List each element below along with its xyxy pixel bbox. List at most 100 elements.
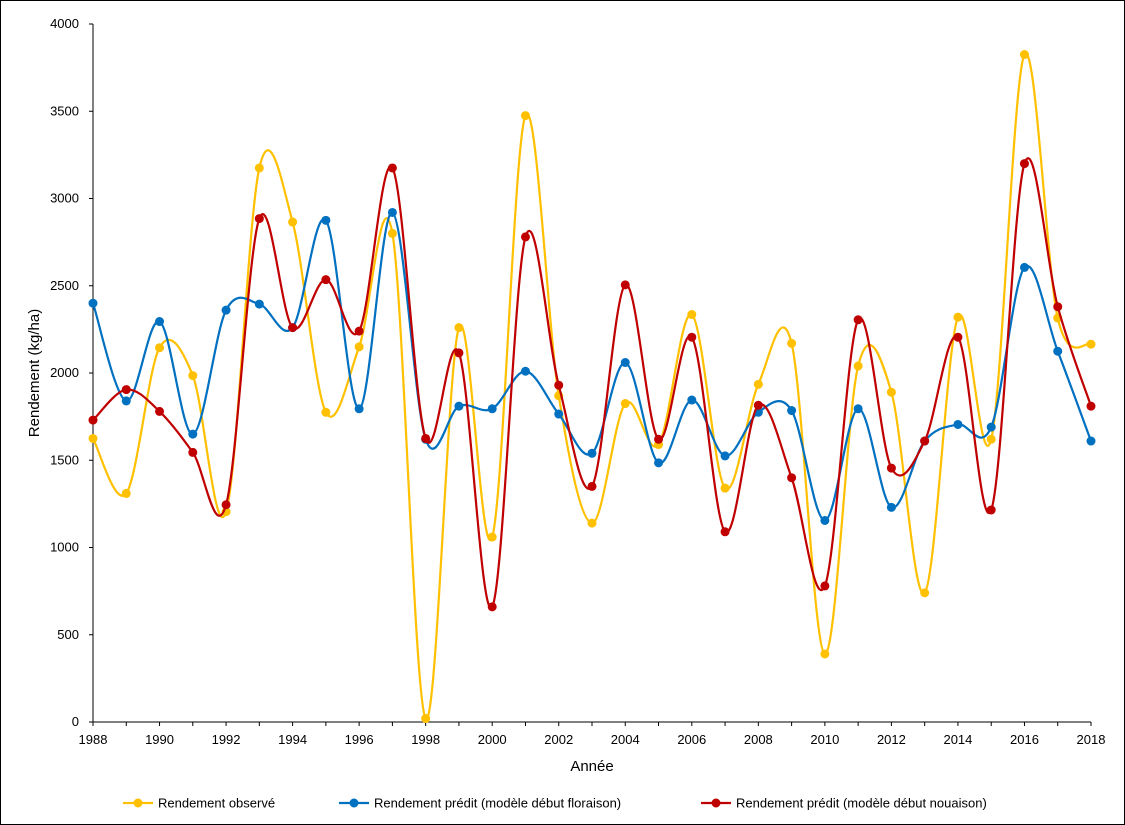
x-tick-label: 1998 <box>411 732 440 747</box>
data-point <box>155 406 165 416</box>
legend-marker <box>133 798 143 808</box>
data-point <box>487 602 497 612</box>
data-point <box>254 214 264 224</box>
series-3 <box>88 157 1096 612</box>
data-point <box>886 463 896 473</box>
data-point <box>421 433 431 443</box>
data-point <box>620 280 630 290</box>
data-point <box>188 447 198 457</box>
data-point <box>387 163 397 173</box>
y-tick-label: 3500 <box>50 103 79 118</box>
data-point <box>720 483 730 493</box>
data-point <box>687 310 697 320</box>
data-point <box>1086 339 1096 349</box>
data-point <box>1019 262 1029 272</box>
data-point <box>687 395 697 405</box>
data-point <box>321 275 331 285</box>
data-point <box>720 527 730 537</box>
data-point <box>321 407 331 417</box>
data-point <box>1053 346 1063 356</box>
data-point <box>620 399 630 409</box>
y-tick-label: 2000 <box>50 365 79 380</box>
data-point <box>1019 50 1029 60</box>
data-point <box>654 434 664 444</box>
data-point <box>1086 401 1096 411</box>
data-point <box>853 315 863 325</box>
data-point <box>321 215 331 225</box>
data-point <box>920 588 930 598</box>
data-point <box>953 419 963 429</box>
x-tick-label: 1990 <box>145 732 174 747</box>
data-point <box>886 387 896 397</box>
data-point <box>155 343 165 353</box>
x-axis-ticks: 1988 1990 1992 1994 1996 1998 2000 2002 2004 2006… <box>79 722 1106 747</box>
data-point <box>188 371 198 381</box>
data-point <box>354 404 364 414</box>
data-point <box>953 332 963 342</box>
data-point <box>454 348 464 358</box>
data-point <box>953 312 963 322</box>
legend-label: Rendement observé <box>158 796 275 811</box>
data-point <box>886 502 896 512</box>
y-tick-label: 4000 <box>50 16 79 31</box>
data-point <box>687 332 697 342</box>
data-point <box>487 532 497 542</box>
data-point <box>587 481 597 491</box>
data-point <box>753 400 763 410</box>
data-point <box>986 434 996 444</box>
legend-marker <box>711 798 721 808</box>
data-point <box>155 317 165 327</box>
data-point <box>986 422 996 432</box>
x-tick-label: 1992 <box>212 732 241 747</box>
data-point <box>720 451 730 461</box>
data-point <box>620 358 630 368</box>
data-point <box>853 404 863 414</box>
data-point <box>188 429 198 439</box>
data-point <box>820 581 830 591</box>
data-point <box>454 401 464 411</box>
data-point <box>288 323 298 333</box>
y-axis-ticks: 0 500 1000 1500 2000 2500 3000 3500 4000 <box>50 16 93 729</box>
data-point <box>820 649 830 659</box>
x-axis-title: Année <box>570 758 613 775</box>
y-tick-label: 500 <box>57 627 79 642</box>
legend-label: Rendement prédit (modèle début nouaison) <box>736 796 987 811</box>
y-tick-label: 0 <box>72 714 79 729</box>
x-tick-label: 2002 <box>544 732 573 747</box>
x-tick-label: 1996 <box>345 732 374 747</box>
data-point <box>221 500 231 510</box>
legend-label: Rendement prédit (modèle début floraison… <box>374 796 621 811</box>
x-tick-label: 2012 <box>877 732 906 747</box>
data-point <box>820 515 830 525</box>
data-point <box>520 111 530 121</box>
x-tick-label: 2004 <box>611 732 640 747</box>
data-point <box>986 505 996 515</box>
data-point <box>520 232 530 242</box>
data-point <box>487 404 497 414</box>
legend-item-1: Rendement observé <box>123 796 275 811</box>
data-point <box>121 396 131 406</box>
data-point <box>1053 302 1063 312</box>
series-line <box>92 52 1092 720</box>
data-point <box>853 361 863 371</box>
y-axis-title: Rendement (kg/ha) <box>26 309 43 437</box>
legend-item-3: Rendement prédit (modèle début nouaison) <box>701 796 987 811</box>
data-point <box>254 299 264 309</box>
data-point <box>1086 436 1096 446</box>
data-point <box>387 228 397 238</box>
x-tick-label: 2014 <box>943 732 972 747</box>
x-tick-label: 2018 <box>1077 732 1106 747</box>
data-point <box>88 415 98 425</box>
data-point <box>387 207 397 217</box>
data-point <box>1019 159 1029 169</box>
data-point <box>354 326 364 336</box>
y-tick-label: 3000 <box>50 191 79 206</box>
data-point <box>454 323 464 333</box>
x-tick-label: 2006 <box>677 732 706 747</box>
x-tick-label: 2008 <box>744 732 773 747</box>
legend-item-2: Rendement prédit (modèle début floraison… <box>339 796 621 811</box>
data-point <box>554 409 564 419</box>
data-point <box>121 488 131 498</box>
x-tick-label: 2010 <box>810 732 839 747</box>
series-line <box>92 157 1093 609</box>
